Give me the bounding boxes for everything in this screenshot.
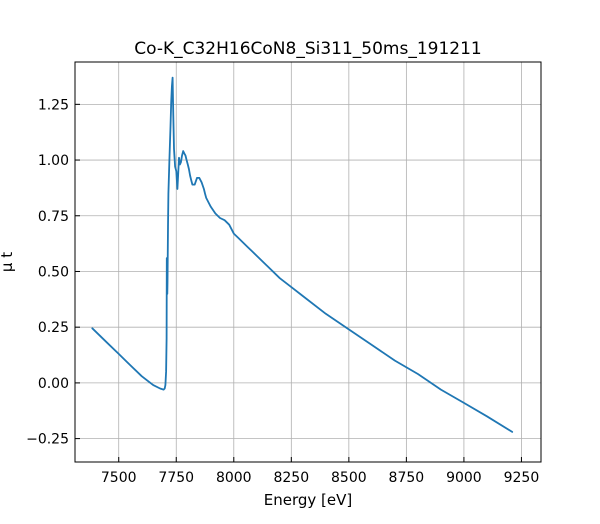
tick-marks: [75, 103, 522, 462]
y-tick-label: −0.25: [26, 432, 69, 448]
x-tick-labels: 7500 7750 8000 8250 8500 8750 9000 9250: [101, 470, 539, 486]
y-tick-label: 0.00: [38, 376, 69, 392]
x-tick-label: 8000: [216, 470, 252, 486]
x-tick-label: 7750: [158, 470, 194, 486]
x-tick-label: 8750: [389, 470, 425, 486]
plot-frame: [74, 61, 542, 463]
x-tick-label: 9000: [446, 470, 482, 486]
y-tick-label: 1.25: [38, 97, 69, 113]
y-tick-label: 0.50: [38, 264, 69, 280]
y-tick-label: 1.00: [38, 153, 69, 169]
grid-lines: [75, 62, 541, 462]
x-tick-label: 8500: [331, 470, 367, 486]
y-tick-labels: −0.25 0.00 0.25 0.50 0.75 1.00 1.25: [26, 97, 69, 447]
y-tick-label: 0.25: [38, 320, 69, 336]
y-tick-label: 0.75: [38, 209, 69, 225]
x-tick-label: 8250: [273, 470, 309, 486]
series-layer: [91, 76, 514, 433]
x-tick-label: 9250: [504, 470, 540, 486]
x-tick-label: 7500: [101, 470, 137, 486]
x-axis-label: Energy [eV]: [264, 491, 352, 509]
series-line: [91, 76, 514, 433]
y-axis-label: μ t: [0, 252, 16, 272]
chart-title: Co-K_C32H16CoN8_Si311_50ms_191211: [134, 39, 482, 59]
